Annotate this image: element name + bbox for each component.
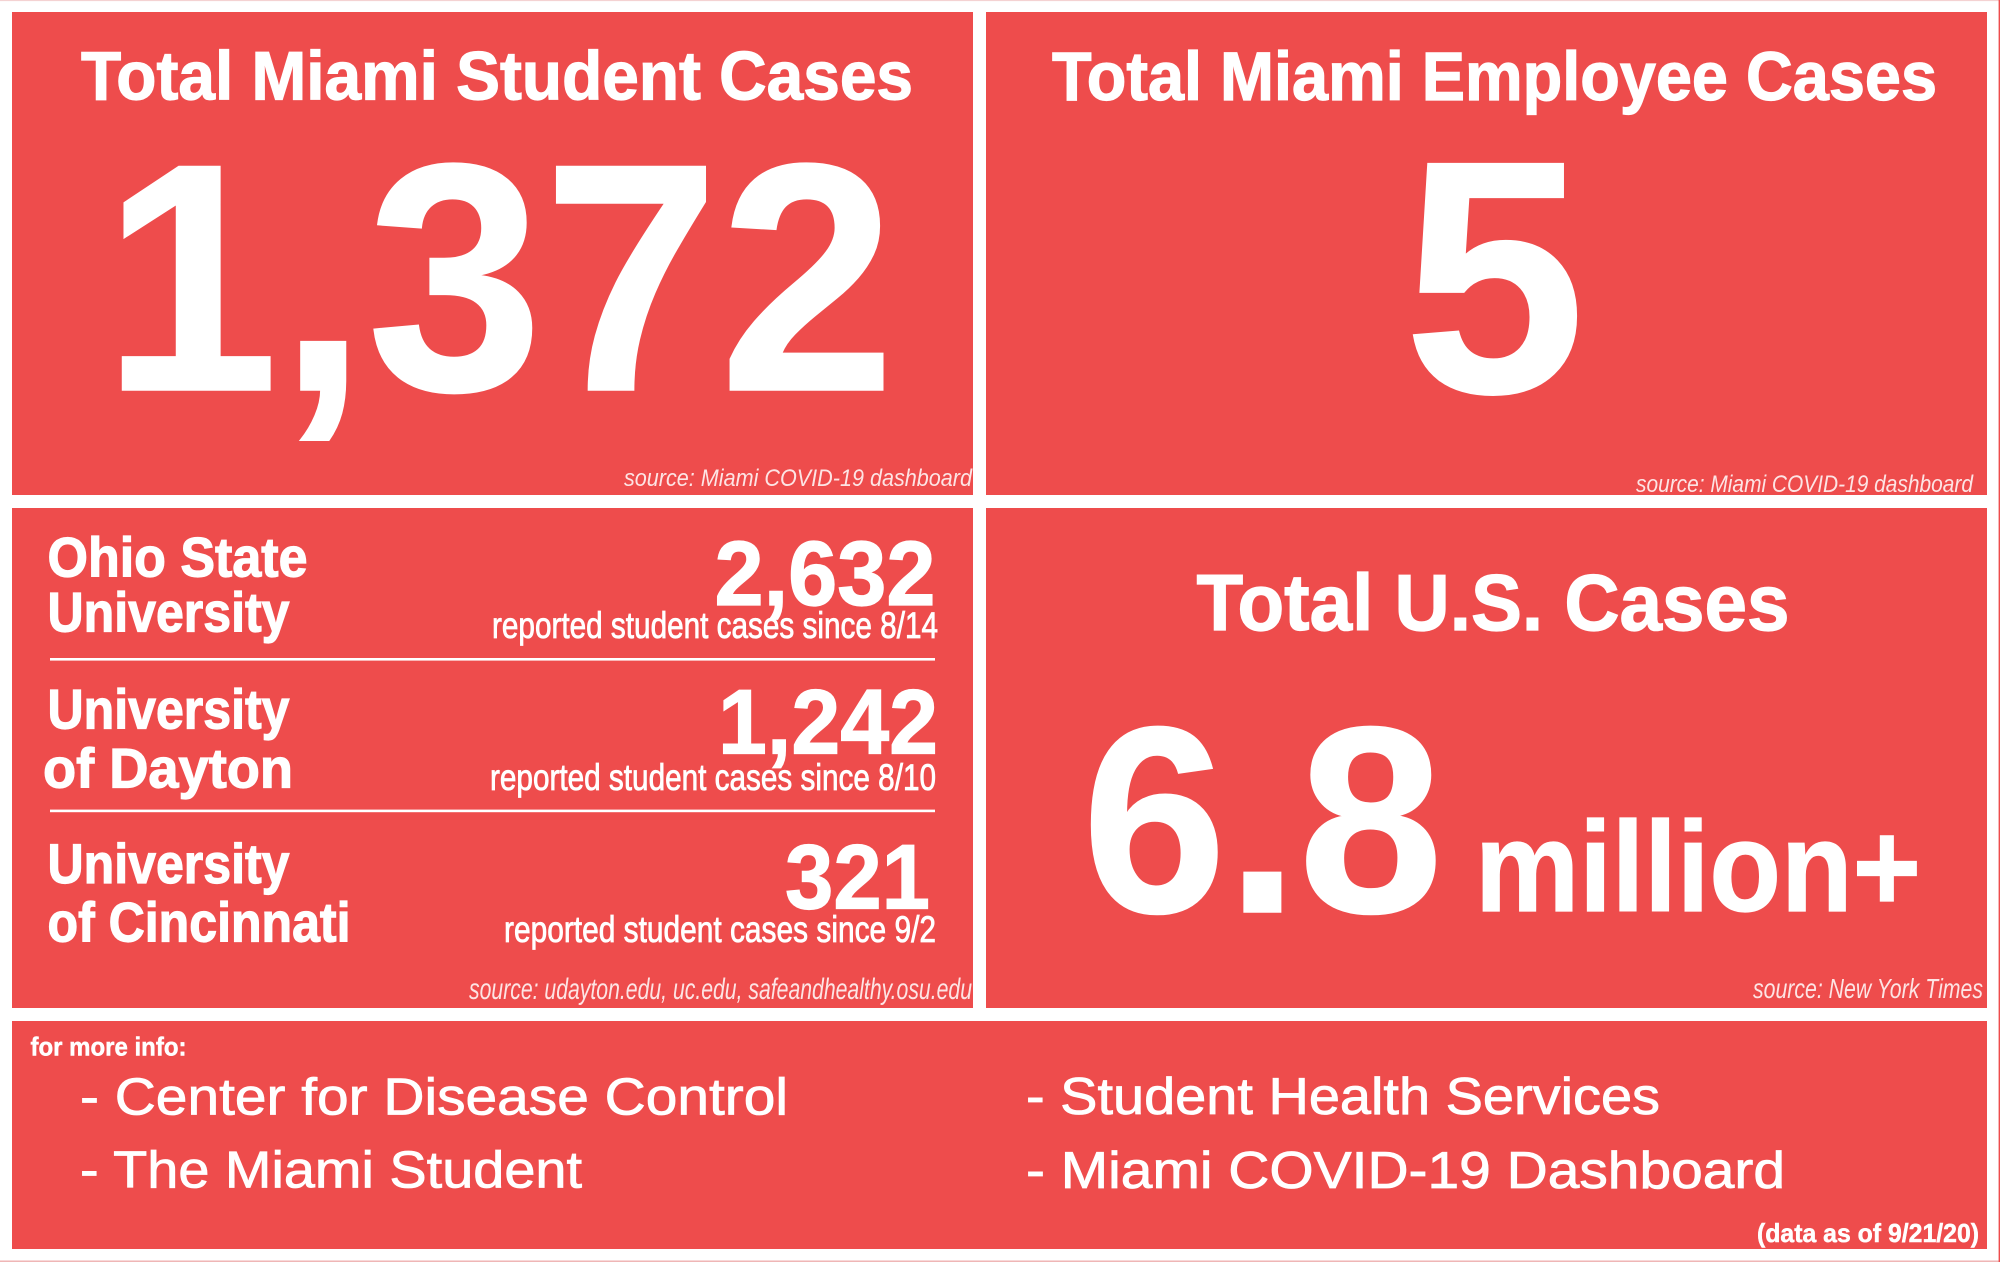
svg-text:source: New York Times: source: New York Times	[1753, 973, 1983, 1004]
svg-text:1,372: 1,372	[103, 96, 896, 459]
svg-text:- Center for Disease Control: - Center for Disease Control	[80, 1068, 788, 1126]
svg-text:- Student Health Services: - Student Health Services	[1026, 1067, 1660, 1125]
svg-text:(data as of 9/21/20): (data as of 9/21/20)	[1757, 1218, 1979, 1248]
svg-text:6.8: 6.8	[1082, 672, 1443, 969]
svg-text:University: University	[48, 581, 290, 644]
svg-text:321: 321	[785, 827, 930, 929]
svg-text:2,632: 2,632	[715, 523, 936, 625]
svg-text:University: University	[48, 832, 290, 895]
svg-text:source: udayton.edu, uc.edu, s: source: udayton.edu, uc.edu, safeandheal…	[469, 973, 972, 1006]
svg-text:University: University	[48, 678, 290, 741]
svg-text:reported student cases since 8: reported student cases since 8/14	[492, 605, 938, 646]
svg-text:5: 5	[1404, 92, 1586, 463]
svg-text:source: Miami COVID-19 dashboa: source: Miami COVID-19 dashboard	[1636, 471, 1974, 498]
svg-text:Ohio State: Ohio State	[48, 526, 308, 589]
svg-text:- Miami COVID-19 Dashboard: - Miami COVID-19 Dashboard	[1026, 1141, 1785, 1199]
svg-text:- The Miami Student: - The Miami Student	[80, 1141, 582, 1199]
svg-text:reported student cases since 9: reported student cases since 9/2	[504, 909, 936, 950]
svg-text:of Dayton: of Dayton	[43, 736, 293, 799]
svg-text:Total U.S. Cases: Total U.S. Cases	[1197, 558, 1790, 647]
svg-text:million+: million+	[1475, 796, 1921, 939]
svg-text:Total Miami Employee Cases: Total Miami Employee Cases	[1052, 38, 1937, 115]
svg-text:1,242: 1,242	[718, 672, 938, 774]
svg-text:source: Miami COVID-19 dashboa: source: Miami COVID-19 dashboard	[624, 465, 973, 492]
svg-text:Total Miami Student Cases: Total Miami Student Cases	[81, 38, 913, 115]
svg-text:reported student cases since 8: reported student cases since 8/10	[490, 757, 936, 798]
svg-text:of Cincinnati: of Cincinnati	[48, 891, 351, 954]
svg-text:for more info:: for more info:	[31, 1031, 187, 1061]
